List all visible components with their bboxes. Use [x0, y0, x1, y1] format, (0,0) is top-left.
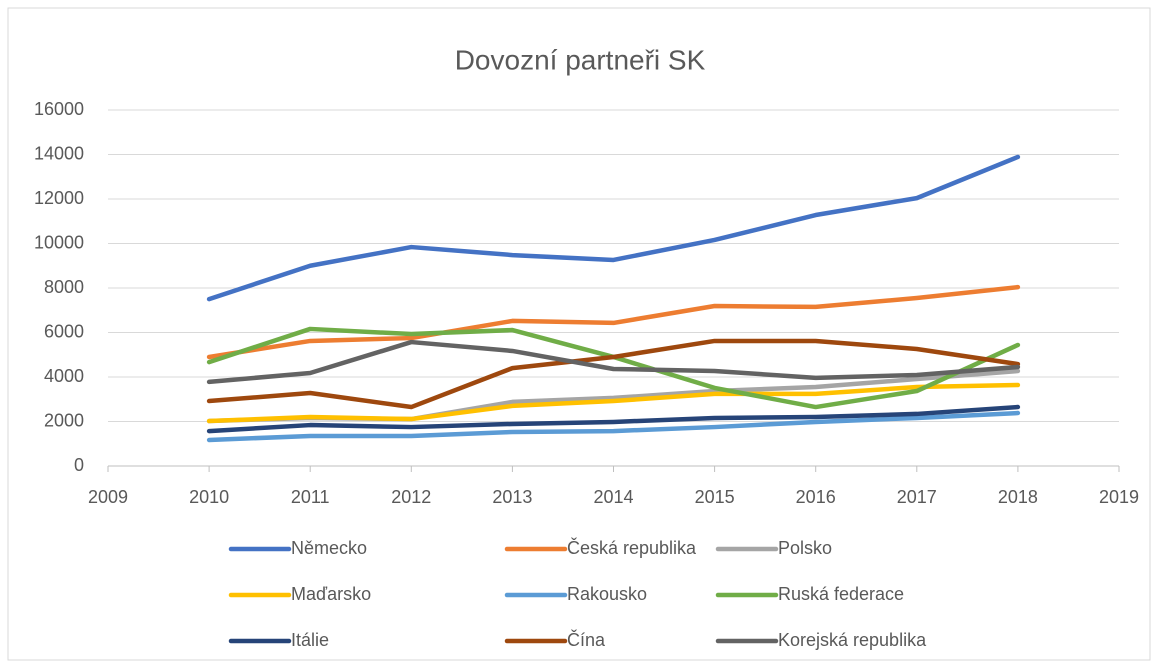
y-tick-label: 2000 [44, 410, 84, 430]
x-tick-label: 2011 [291, 487, 330, 507]
series-line [206, 338, 1021, 410]
legend-label: Ruská federace [778, 584, 904, 604]
chart-frame [7, 7, 1151, 661]
legend-label: Itálie [291, 630, 329, 650]
x-tick-label: 2010 [189, 487, 229, 507]
x-tick-label: 2014 [593, 487, 633, 507]
chart-title: Dovozní partneři SK [455, 44, 706, 75]
series-line [206, 284, 1021, 360]
y-tick-label: 0 [74, 455, 84, 475]
legend-label: Polsko [778, 538, 832, 558]
series-line [206, 382, 1021, 424]
y-tick-label: 8000 [44, 277, 84, 297]
x-tick-label: 2018 [998, 487, 1038, 507]
x-tick-label: 2019 [1099, 487, 1139, 507]
legend-label: Maďarsko [291, 584, 371, 604]
legend-label: Čína [567, 629, 606, 650]
legend-label: Rakousko [567, 584, 647, 604]
series-line [206, 154, 1021, 302]
x-tick-label: 2016 [796, 487, 836, 507]
y-tick-label: 6000 [44, 321, 84, 341]
y-tick-label: 12000 [34, 188, 84, 208]
series-line [206, 410, 1021, 443]
series-line [206, 339, 1021, 385]
x-tick-label: 2015 [695, 487, 735, 507]
series-line [206, 404, 1021, 434]
x-tick-label: 2017 [897, 487, 937, 507]
x-tick-label: 2012 [391, 487, 431, 507]
legend-label: Česká republika [567, 537, 697, 558]
legend-label: Německo [291, 538, 367, 558]
x-tick-label: 2013 [492, 487, 532, 507]
y-tick-label: 10000 [34, 232, 84, 252]
y-tick-label: 14000 [34, 143, 84, 163]
legend-label: Korejská republika [778, 630, 927, 650]
y-tick-label: 16000 [34, 99, 84, 119]
y-tick-label: 4000 [44, 366, 84, 386]
x-tick-label: 2009 [88, 487, 128, 507]
